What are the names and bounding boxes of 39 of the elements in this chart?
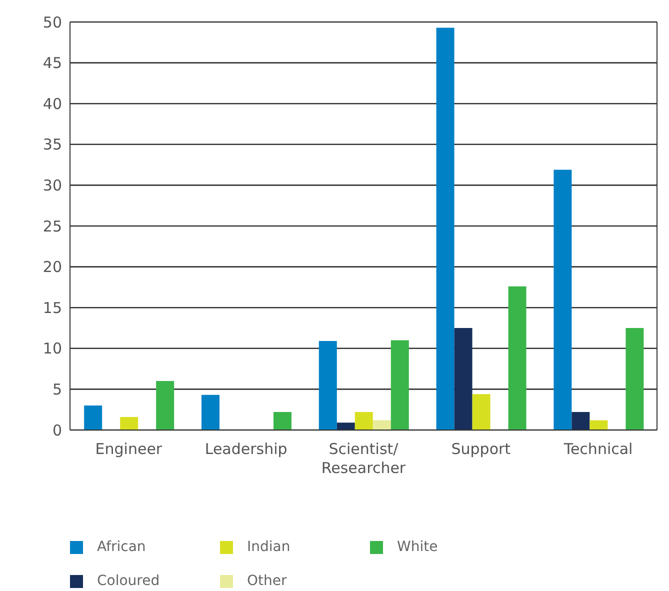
bar: [472, 394, 490, 430]
x-tick-label: Engineer: [95, 440, 163, 458]
legend-label: Other: [247, 573, 287, 589]
x-tick-label: Scientist/Researcher: [321, 440, 406, 477]
bar: [273, 412, 292, 430]
bar: [336, 422, 355, 430]
bar: [84, 406, 102, 430]
bar: [120, 416, 138, 430]
bar: [354, 412, 373, 430]
legend-label: Indian: [247, 539, 290, 555]
y-tick-label: 30: [42, 176, 62, 195]
bar: [454, 328, 472, 430]
y-tick-label: 15: [42, 298, 62, 317]
bar: [390, 340, 409, 430]
x-tick-label: Leadership: [204, 440, 288, 458]
y-tick-label: 5: [52, 380, 62, 399]
bar: [318, 341, 337, 430]
bar: [372, 420, 391, 430]
y-tick-label: 40: [42, 94, 62, 113]
bar: [156, 381, 174, 430]
bar: [626, 328, 644, 430]
legend-label: African: [97, 539, 146, 555]
bar: [508, 286, 526, 430]
bar: [554, 170, 572, 430]
bar: [572, 412, 590, 430]
bar: [436, 28, 454, 430]
y-tick-label: 20: [42, 258, 62, 276]
legend-label: White: [397, 539, 438, 555]
legend-label: Coloured: [97, 573, 160, 589]
y-tick-label: 50: [42, 13, 62, 32]
y-tick-label: 10: [42, 340, 62, 358]
y-tick-label: 35: [42, 136, 62, 154]
bar: [201, 394, 220, 430]
y-tick-label: 45: [42, 54, 62, 72]
y-tick-label: 25: [42, 217, 62, 236]
x-tick-label: Technical: [562, 440, 633, 458]
y-tick-label: 0: [52, 421, 62, 440]
bar: [590, 420, 608, 430]
x-tick-label: Support: [451, 440, 511, 458]
